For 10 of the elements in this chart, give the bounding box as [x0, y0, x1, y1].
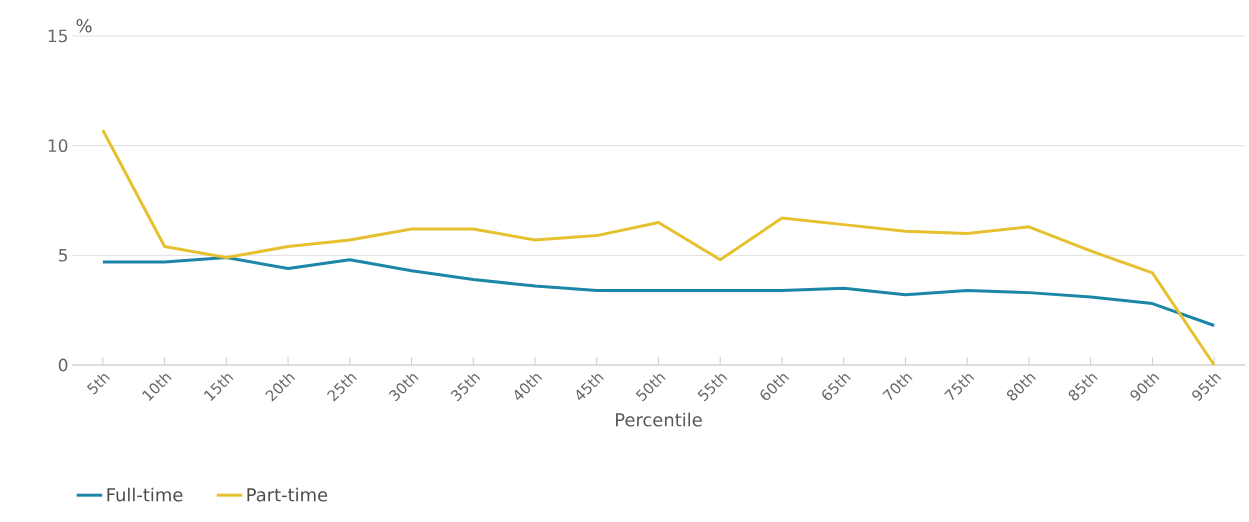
x-axis-title: Percentile: [616, 412, 702, 427]
legend-label: Part-time: [247, 487, 328, 502]
legend-label: Full-time: [107, 487, 183, 502]
x-tick-label: 5th: [86, 374, 110, 395]
y-tick-label: 5: [59, 249, 67, 262]
y-tick-label: 10: [48, 139, 68, 153]
y-tick-label: 0: [58, 358, 68, 372]
y-axis-title: %: [76, 18, 92, 33]
line-series: [101, 128, 1216, 367]
y-tick-label: 15: [48, 29, 67, 43]
